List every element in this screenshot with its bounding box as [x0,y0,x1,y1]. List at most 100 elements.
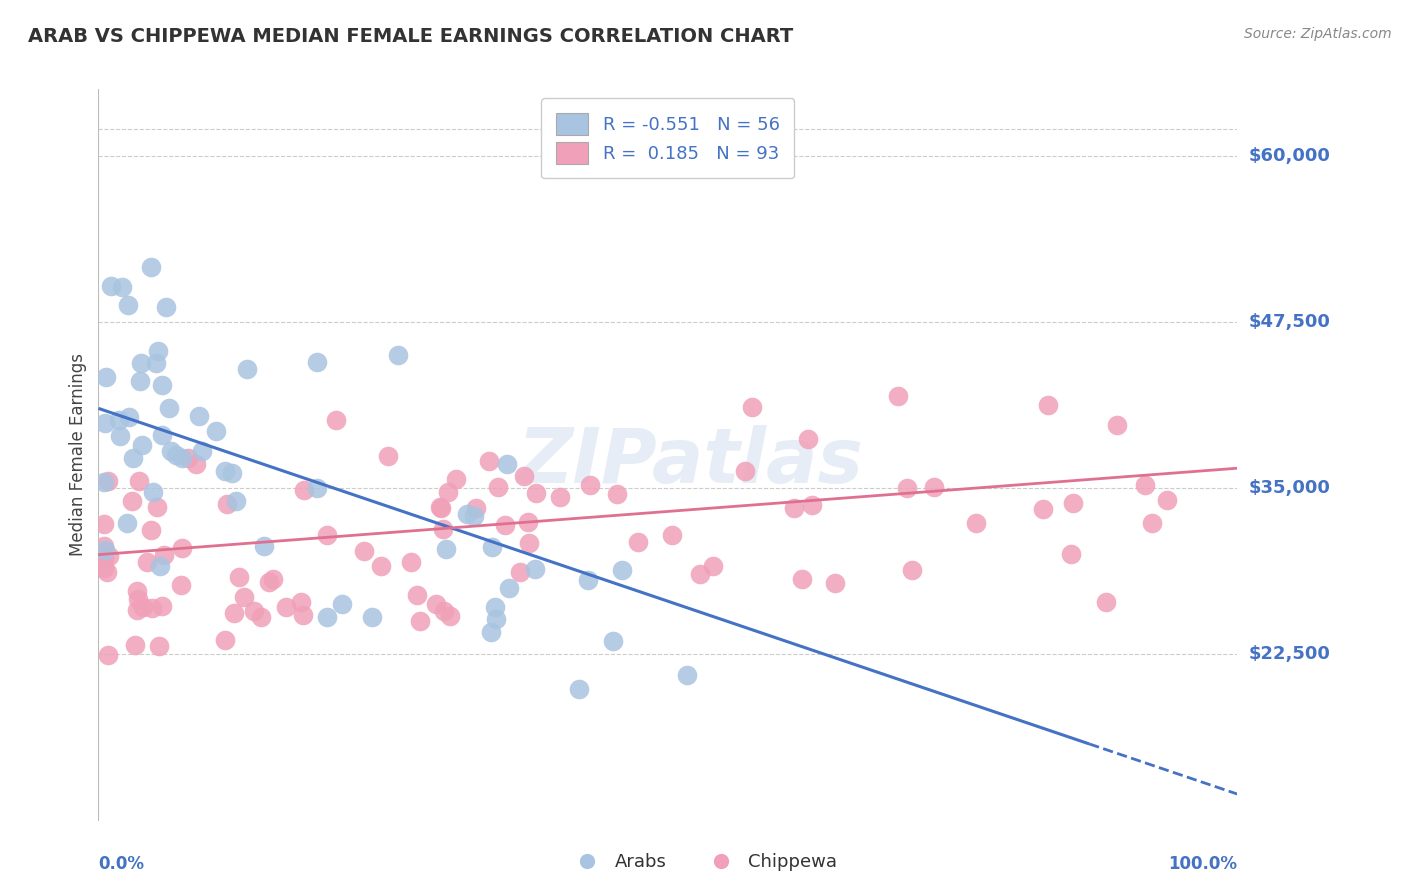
Point [243,604,266,618]
Point [131,438,153,452]
Point [152,548,174,562]
Text: ARAB VS CHIPPEWA MEDIAN FEMALE EARNINGS CORRELATION CHART: ARAB VS CHIPPEWA MEDIAN FEMALE EARNINGS … [28,27,793,45]
Point [353,544,375,558]
Point [463,509,485,524]
Point [548,490,571,504]
Point [734,463,756,477]
Point [1135,478,1157,492]
Point [115,516,138,530]
Text: ZIPatlas: ZIPatlas [517,425,863,499]
Point [1032,502,1054,516]
Point [141,600,163,615]
Point [121,451,143,466]
Point [93,517,115,532]
Point [117,298,139,312]
Point [165,448,187,462]
Point [437,484,460,499]
Point [94,416,117,430]
Point [221,466,243,480]
Point [100,279,122,293]
Point [233,590,256,604]
Point [93,543,115,558]
Point [111,279,134,293]
Point [253,539,276,553]
Point [146,344,169,359]
Point [901,563,924,577]
Point [172,541,194,555]
Point [494,517,516,532]
Point [434,542,457,557]
Point [481,541,503,555]
Point [148,639,170,653]
Point [408,614,430,628]
Point [307,355,329,369]
Point [127,583,149,598]
Point [129,356,152,370]
Point [360,610,382,624]
Point [602,634,624,648]
Point [606,487,628,501]
Point [155,300,177,314]
Point [150,599,173,613]
Point [484,600,506,615]
Point [741,400,763,414]
Point [93,551,115,566]
Point [432,522,454,536]
Point [702,559,724,574]
Point [93,545,115,559]
Point [1142,516,1164,530]
Text: $47,500: $47,500 [1249,313,1330,331]
Point [429,500,451,514]
Point [262,572,284,586]
Point [576,573,599,587]
Point [124,638,146,652]
Point [524,485,547,500]
Point [797,432,820,446]
Point [274,600,297,615]
Point [610,563,633,577]
Point [132,599,155,614]
Point [108,413,131,427]
Point [292,483,315,497]
Point [1036,398,1059,412]
Point [523,562,546,576]
Point [478,454,501,468]
Point [110,429,132,443]
Point [627,535,650,549]
Point [170,451,193,466]
Point [291,608,314,623]
Point [1107,418,1129,433]
Point [486,480,509,494]
Point [125,603,148,617]
Point [676,667,699,681]
Point [228,570,250,584]
Point [1156,492,1178,507]
Point [444,472,467,486]
Point [517,536,540,550]
Point [783,500,806,515]
Point [94,370,117,384]
Point [330,597,353,611]
Point [129,374,152,388]
Point [188,409,211,423]
Point [801,498,824,512]
Y-axis label: Median Female Earnings: Median Female Earnings [69,353,87,557]
Point [509,565,531,579]
Point [142,484,165,499]
Point [1095,594,1118,608]
Point [305,482,328,496]
Point [290,595,312,609]
Point [439,609,461,624]
Point [924,480,946,494]
Point [1062,496,1084,510]
Point [479,625,502,640]
Point [215,497,238,511]
Point [97,648,120,662]
Point [191,444,214,458]
Point [824,575,846,590]
Point [433,604,456,618]
Point [139,260,162,274]
Text: 100.0%: 100.0% [1168,855,1237,873]
Point [316,528,339,542]
Point [257,574,280,589]
